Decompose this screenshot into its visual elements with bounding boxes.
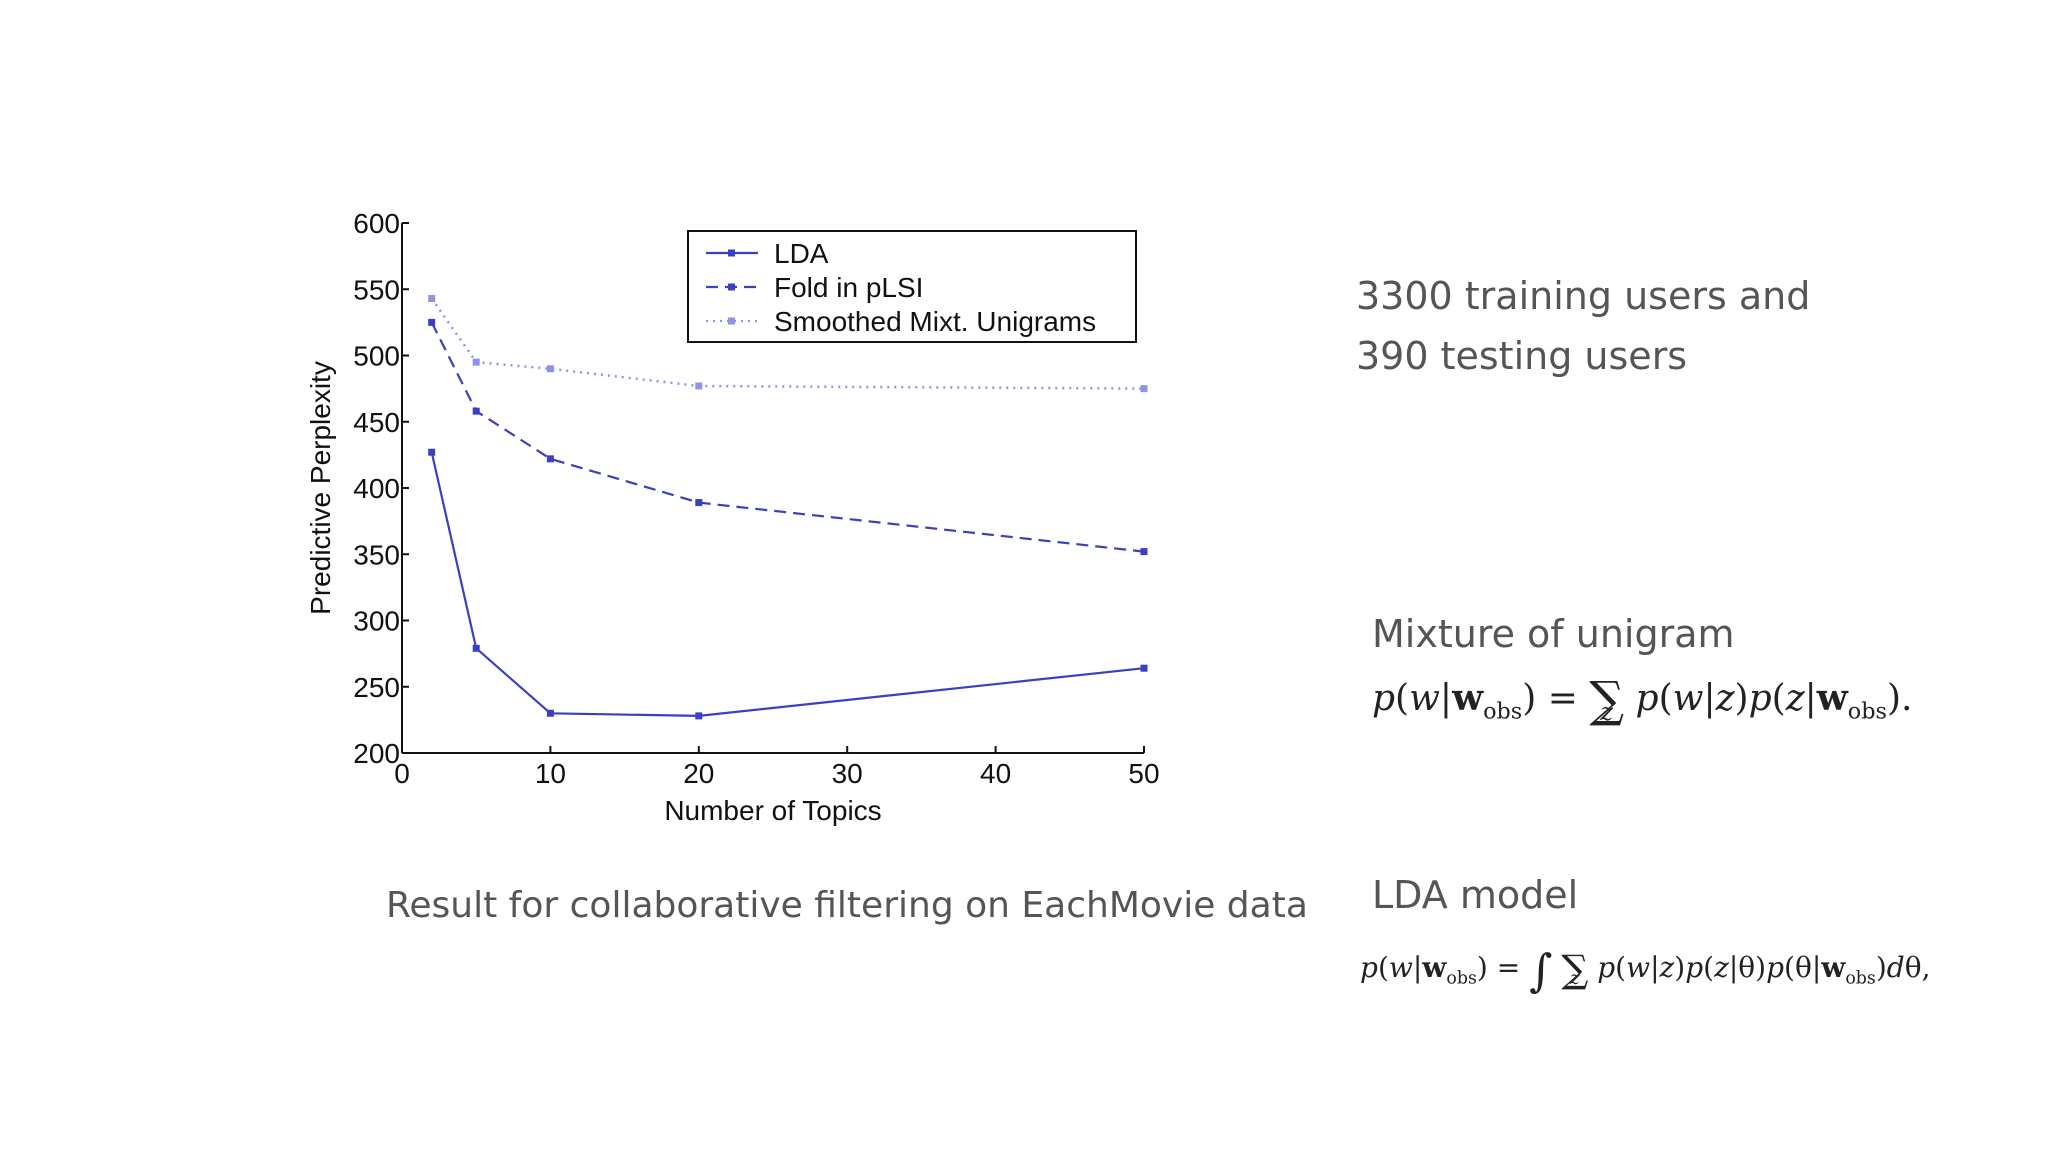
x-tick-label: 30 bbox=[832, 758, 863, 789]
y-tick-label: 550 bbox=[353, 274, 400, 305]
legend-marker-1 bbox=[728, 283, 735, 291]
data-point bbox=[546, 709, 554, 717]
data-point bbox=[1140, 385, 1148, 393]
legend-box bbox=[687, 230, 1137, 343]
data-point bbox=[428, 318, 436, 326]
lda-heading: LDA model bbox=[1372, 873, 1579, 917]
series-line-0 bbox=[430, 451, 1145, 718]
legend-label-2: Smoothed Mixt. Unigrams bbox=[774, 306, 1096, 337]
legend-marker-0 bbox=[728, 249, 735, 257]
chart-series bbox=[428, 295, 1148, 720]
x-tick-label: 10 bbox=[535, 758, 566, 789]
x-axis-title: Number of Topics bbox=[664, 795, 881, 826]
chart-axes: 200 250 300 350 400 450 500 550 600 0 10 20 30 40 50 Nu… bbox=[305, 208, 1160, 826]
y-tick-label: 350 bbox=[353, 539, 400, 570]
data-point bbox=[695, 712, 703, 720]
data-point bbox=[472, 644, 480, 652]
data-point bbox=[1140, 548, 1148, 556]
data-point bbox=[472, 407, 480, 415]
training-users-text: 3300 training users and 390 testing user… bbox=[1356, 266, 1810, 386]
users-line-1: 3300 training users and bbox=[1356, 274, 1811, 318]
users-line-2: 390 testing users bbox=[1356, 334, 1688, 378]
y-tick-label: 250 bbox=[353, 672, 400, 703]
x-tick-label: 20 bbox=[683, 758, 714, 789]
lda-formula: p(w|wobs) = ∫ ∑ z p(w|z)p(z|θ)p(θ|wobs)dθ… bbox=[1360, 944, 1931, 997]
data-point bbox=[546, 455, 554, 463]
legend-label-1: Fold in pLSI bbox=[774, 272, 923, 303]
y-tick-label: 300 bbox=[353, 606, 400, 637]
data-point bbox=[472, 358, 480, 366]
y-tick-label: 400 bbox=[353, 473, 400, 504]
series-line-1 bbox=[430, 321, 1145, 553]
y-tick-label: 500 bbox=[353, 341, 400, 372]
series-line-2 bbox=[430, 297, 1145, 390]
data-point bbox=[428, 295, 436, 303]
mixture-heading: Mixture of unigram bbox=[1372, 612, 1735, 656]
x-tick-label: 40 bbox=[980, 758, 1011, 789]
x-tick-label: 0 bbox=[394, 758, 410, 789]
data-point bbox=[1140, 664, 1148, 672]
y-axis-title: Predictive Perplexity bbox=[305, 361, 336, 615]
data-point bbox=[428, 448, 436, 456]
data-point bbox=[695, 382, 703, 390]
legend-label-0: LDA bbox=[774, 238, 829, 269]
y-tick-label: 600 bbox=[353, 208, 400, 239]
chart-caption: Result for collaborative filtering on Ea… bbox=[386, 885, 1308, 926]
y-tick-label: 200 bbox=[353, 738, 400, 769]
mixture-formula: p(w|wobs) = ∑ z p(w|z)p(z|wobs). bbox=[1372, 672, 1913, 728]
y-tick-label: 450 bbox=[353, 407, 400, 438]
legend-marker-2 bbox=[728, 317, 735, 325]
x-tick-label: 50 bbox=[1128, 758, 1159, 789]
data-point bbox=[695, 499, 703, 507]
data-point bbox=[546, 365, 554, 373]
